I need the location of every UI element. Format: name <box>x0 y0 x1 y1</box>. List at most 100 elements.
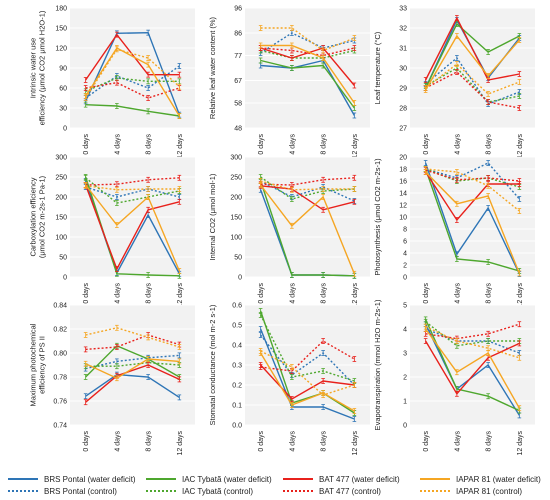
x-tick-label: 0 days <box>83 134 90 155</box>
legend-item-brs_wd: BRS Pontal (water deficit) <box>8 475 136 484</box>
series-line-iap_wd <box>260 184 356 275</box>
y-tick-label: 0.3 <box>232 363 242 370</box>
series-line-iac_wd <box>259 310 355 414</box>
y-tick-label: 180 <box>55 6 67 13</box>
y-tick-label: 0 <box>63 126 67 133</box>
legend: BRS Pontal (water deficit) BRS Pontal (co… <box>8 475 541 496</box>
x-tick-label: 8 days <box>146 134 153 155</box>
x-tick-label: 8 days <box>146 283 153 304</box>
series-line-brs_wd <box>424 323 520 416</box>
x-tick-label: 0 days <box>258 283 265 304</box>
series-line-bat_wd <box>85 364 180 403</box>
x-tick-label: 4 days <box>454 134 461 155</box>
x-tick-label: 8 days <box>146 431 153 452</box>
y-tick-label: 29 <box>399 86 407 93</box>
y-tick-label: 0 <box>403 423 407 430</box>
x-tick-label: 4 days <box>289 431 296 452</box>
series-line-brs_c <box>425 328 520 354</box>
y-tick-label: 200 <box>230 195 242 202</box>
series-line-iac_c <box>260 49 355 59</box>
y-tick-label: 2 <box>403 263 407 270</box>
y-tick-label: 150 <box>55 215 67 222</box>
y-tick-label: 0.6 <box>232 303 242 310</box>
series-line-bat_wd <box>425 340 520 395</box>
y-tick-label: 0.0 <box>232 423 242 430</box>
y-tick-label: 96 <box>234 6 242 13</box>
series-line-iac_wd <box>259 180 355 277</box>
x-tick-label: 0 days <box>423 134 430 155</box>
y-tick-label: 3 <box>403 351 407 358</box>
panel-3: 27 28 29 30 31 32 33 0 days 4 days 8 days 12 days L… <box>373 6 535 159</box>
y-tick-label: 1 <box>403 399 407 406</box>
legend-item-bat_wd: BAT 477 (water deficit) <box>283 475 400 484</box>
x-tick-label: 8 days <box>321 283 328 304</box>
x-tick-label: 8 days <box>486 283 493 304</box>
y-tick-label: 0 <box>63 275 67 282</box>
x-tick-label: 8 days <box>486 431 493 452</box>
x-tick-label: 4 days <box>114 431 121 452</box>
x-tick-label: 8 days <box>486 134 493 155</box>
series-line-iac_c <box>85 77 180 92</box>
series-line-iac_c <box>259 314 355 382</box>
x-tick-label: 8 days <box>321 431 328 452</box>
series-line-iap_c <box>85 327 180 348</box>
y-tick-label: 12 <box>399 203 407 210</box>
y-tick-label: 32 <box>399 26 407 33</box>
series-line-iac_wd <box>85 344 180 378</box>
series-line-iap_c <box>425 63 520 95</box>
series-line-brs_c <box>260 180 355 202</box>
y-tick-label: 86 <box>234 31 242 38</box>
series-line-brs_c <box>85 354 180 370</box>
y-tick-label: 4 <box>403 327 407 334</box>
y-axis-label: Maximum photochemical <box>29 323 38 406</box>
x-tick-label: 0 days <box>423 283 430 304</box>
y-tick-label: 0.1 <box>232 403 242 410</box>
series-line-iap_c <box>260 350 355 396</box>
panel-6: 0 2 4 6 8 10 12 14 16 18 20 0 days 4 days 8 days 12 da… <box>373 155 535 308</box>
x-tick-label: 4 days <box>289 134 296 155</box>
series-line-iac_wd <box>260 59 355 109</box>
y-tick-label: 31 <box>399 46 407 53</box>
y-tick-label: 0.5 <box>232 323 242 330</box>
x-tick-label: 0 days <box>83 283 90 304</box>
legend-item-bat_c: BAT 477 (control) <box>283 487 381 496</box>
series-line-iac_wd <box>424 22 520 89</box>
x-tick-label: 12 days <box>352 283 359 308</box>
series-line-brs_wd <box>85 373 180 398</box>
y-tick-label: 77 <box>234 53 242 60</box>
x-tick-label: 4 days <box>114 283 121 304</box>
y-tick-label: 250 <box>230 175 242 182</box>
series-line-bat_wd <box>260 364 355 400</box>
y-tick-label: 0 <box>238 275 242 282</box>
y-tick-label: 0.80 <box>53 351 67 358</box>
y-axis-label: Leaf temperature (°C) <box>373 31 382 104</box>
x-tick-label: 4 days <box>454 283 461 304</box>
y-tick-label: 2 <box>403 375 407 382</box>
series-line-iap_wd <box>425 34 520 91</box>
x-tick-label: 0 days <box>258 431 265 452</box>
series-line-bat_wd <box>425 171 520 222</box>
y-tick-label: 20 <box>399 155 407 162</box>
y-tick-label: 300 <box>55 155 67 162</box>
y-axis-label: efficiency of PS II <box>38 336 47 394</box>
panel-1: 0 30 60 90 120 150 180 0 days 4 days 8 days 12 day… <box>29 6 195 159</box>
series-line-iap_wd <box>260 352 355 412</box>
y-tick-label: 90 <box>59 66 67 73</box>
y-tick-label: 33 <box>399 6 407 13</box>
panel-9: 0 1 2 3 4 5 0 days 4 days 8 days 12 days Evapotran… <box>373 299 535 456</box>
y-axis-label: Photosynthesis (μmol CO2 m-2s-1) <box>373 158 382 276</box>
y-tick-label: 0.76 <box>53 399 67 406</box>
y-tick-label: 0.4 <box>232 343 242 350</box>
y-tick-label: 4 <box>403 251 407 258</box>
legend-item-iac_wd: IAC Tybatã (water deficit) <box>146 475 272 484</box>
series-line-bat_c <box>260 340 355 372</box>
y-tick-label: 250 <box>55 175 67 182</box>
x-tick-label: 12 days <box>352 134 359 159</box>
y-tick-label: 67 <box>234 78 242 85</box>
panel-5: 0 50 100 150 200 250 300 0 days 4 days 8 days 12 d… <box>208 155 370 308</box>
legend-label: IAC Tybatã (water deficit) <box>182 475 272 484</box>
y-tick-label: 0 <box>403 275 407 282</box>
y-tick-label: 200 <box>55 195 67 202</box>
x-tick-label: 8 days <box>321 134 328 155</box>
